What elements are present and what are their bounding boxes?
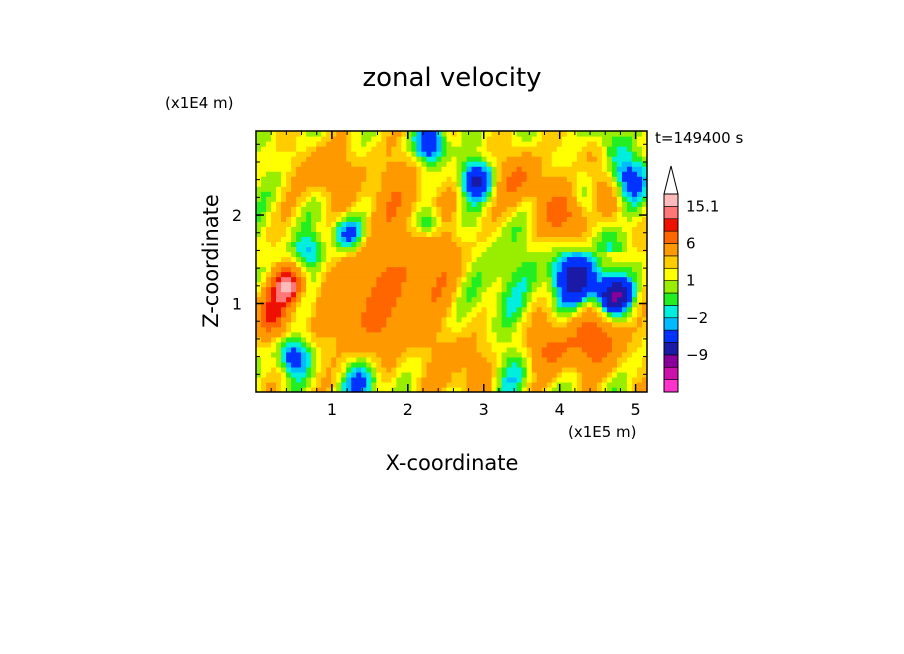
colorbar-segment <box>663 342 679 356</box>
x-tick-label: 5 <box>631 400 641 419</box>
colorbar-segment <box>663 379 679 393</box>
time-label: t=149400 s <box>655 129 743 147</box>
colorbar-label: 15.1 <box>686 197 719 215</box>
colorbar-segment <box>663 267 679 281</box>
colorbar-segment <box>663 317 679 331</box>
colorbar-segment <box>663 354 679 368</box>
colorbar-frame <box>663 193 679 393</box>
colorbar-segment <box>663 255 679 269</box>
colorbar-label: −9 <box>686 346 708 364</box>
x-axis-scale-label: (x1E5 m) <box>568 423 637 441</box>
colorbar-segment <box>663 366 679 380</box>
x-axis-label: X-coordinate <box>386 451 519 475</box>
colorbar-segment <box>663 206 679 220</box>
chart-title: zonal velocity <box>362 63 541 93</box>
y-tick-label: 1 <box>232 295 242 314</box>
colorbar-segment <box>663 218 679 232</box>
x-tick-label: 1 <box>327 400 337 419</box>
colorbar-label: 6 <box>686 235 696 253</box>
y-axis-scale-label: (x1E4 m) <box>165 94 234 112</box>
x-tick-label: 3 <box>479 400 489 419</box>
velocity-field <box>256 131 647 392</box>
colorbar-segment <box>663 292 679 306</box>
x-tick-label: 2 <box>403 400 413 419</box>
colorbar-segment <box>663 230 679 244</box>
colorbar-segment <box>663 329 679 343</box>
colorbar-segment <box>663 280 679 294</box>
y-tick-label: 2 <box>232 206 242 225</box>
y-axis-label: Z-coordinate <box>199 194 223 328</box>
colorbar: 15.1 6 1 −2 −9 <box>663 165 719 393</box>
colorbar-label: −2 <box>686 309 708 327</box>
colorbar-segment <box>663 193 679 207</box>
colorbar-label: 1 <box>686 272 696 290</box>
x-axis-ticks: 1 2 3 4 5 <box>270 131 641 419</box>
colorbar-segment <box>663 243 679 257</box>
plot-frame <box>255 130 648 393</box>
y-axis-ticks: 12 <box>232 143 647 375</box>
x-tick-label: 4 <box>555 400 565 419</box>
colorbar-segment <box>663 305 679 319</box>
colorbar-extend-arrow <box>663 165 679 195</box>
